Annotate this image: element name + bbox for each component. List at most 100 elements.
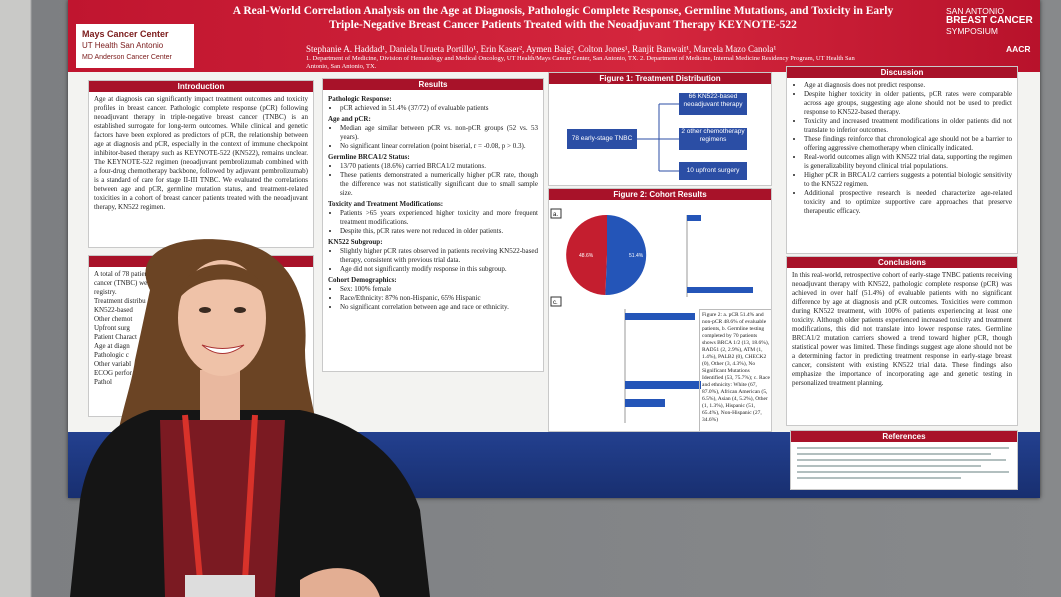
bullet-list: Slightly higher pCR rates observed in pa… — [328, 247, 538, 274]
text-line: Age at diagn — [94, 342, 130, 350]
reference-lines — [797, 447, 1009, 479]
logo-text: BREAST CANCER — [946, 15, 1033, 26]
diagram-node: 10 upfront surgery — [679, 162, 747, 180]
section-text: Age at diagnosis can significantly impac… — [94, 95, 308, 211]
logo-text: UT Health San Antonio — [82, 41, 164, 50]
panel-label: c. — [553, 300, 558, 306]
hair-fringe — [178, 264, 268, 300]
bullet-item: Age at diagnosis does not predict respon… — [804, 81, 1012, 90]
section-heading: Figure 2: Cohort Results — [549, 189, 771, 200]
bullet-item: Slightly higher pCR rates observed in pa… — [340, 247, 538, 265]
bar — [687, 215, 701, 221]
bullet-list: Sex: 100% femaleRace/Ethnicity: 87% non-… — [328, 285, 538, 312]
result-heading: Toxicity and Treatment Modifications: — [328, 200, 444, 208]
logo-text: SYMPOSIUM — [946, 26, 998, 36]
figure-graphics: a. 48.6% 51.4% c. — [550, 208, 753, 423]
authors: Stephanie A. Haddad¹, Daniela Urueta Por… — [306, 44, 777, 54]
text-line: KN522-based — [94, 306, 133, 314]
bullet-item: Additional prospective research is neede… — [804, 189, 1012, 216]
bullet-item: These findings reinforce that chronologi… — [804, 135, 1012, 153]
bullet-item: Real-world outcomes align with KN522 tri… — [804, 153, 1012, 171]
badge — [185, 575, 255, 597]
panel-box — [550, 208, 562, 219]
diagram-connectors — [637, 103, 679, 172]
bullet-item: Race/Ethnicity: 87% non-Hispanic, 65% Hi… — [340, 294, 538, 303]
figure-caption: Figure 2: a. pCR 51.4% and non-pCR 48.6%… — [699, 309, 771, 431]
result-heading: Age and pCR: — [328, 115, 371, 123]
eye — [234, 307, 246, 313]
bullet-item: Age did not significantly modify respons… — [340, 265, 538, 274]
text-line: Pathol — [94, 378, 112, 386]
discussion: Discussion Age at diagnosis does not pre… — [786, 66, 1018, 254]
text-line: Pathologic c — [94, 351, 129, 359]
bullet-item: No significant linear correlation (point… — [340, 142, 538, 151]
text-line: Patient Charact — [94, 333, 137, 341]
pie-label: 48.6% — [579, 253, 594, 259]
text-line: Upfront surg — [94, 324, 130, 332]
introduction: Introduction Age at diagnosis can signif… — [88, 80, 314, 248]
bullet-list: Patients >65 years experienced higher to… — [328, 209, 538, 236]
bar — [625, 399, 665, 407]
logo-text: SAN ANTONIO — [946, 6, 1004, 16]
affiliations: 1. Department of Medicine, Division of H… — [306, 55, 855, 70]
bullet-list: 13/70 patients (18.6%) carried BRCA1/2 m… — [328, 162, 538, 198]
diagram-node: 66 KN522-based neoadjuvant therapy — [679, 93, 747, 115]
results: Results Pathologic Response:pCR achieved… — [322, 78, 544, 372]
bullet-item: Median age similar between pCR vs. non-p… — [340, 124, 538, 142]
section-text: Pathologic Response:pCR achieved in 51.4… — [323, 90, 543, 315]
bullet-item: Despite this, pCR rates were not reduced… — [340, 227, 538, 236]
diagram-node: 78 early-stage TNBC — [567, 129, 637, 149]
neck — [200, 370, 240, 420]
bar — [625, 381, 701, 389]
figure-2: Figure 2: Cohort Results a. 48.6% 51.4% … — [548, 188, 772, 432]
smile — [201, 344, 245, 354]
bullet-list: pCR achieved in 51.4% (37/72) of evaluab… — [328, 104, 538, 113]
bullet-item: Despite higher toxicity in older patient… — [804, 90, 1012, 117]
panel-label: a. — [553, 212, 558, 218]
logo-left: Mays Cancer Center UT Health San Antonio… — [76, 24, 194, 68]
logo-text: Mays Cancer Center — [82, 29, 169, 39]
bullet-list: Median age similar between pCR vs. non-p… — [328, 124, 538, 151]
hand — [300, 568, 380, 597]
pie-slice — [566, 214, 607, 295]
pie-slice — [605, 215, 647, 296]
text-line: Other variabl — [94, 360, 132, 368]
poster: Mays Cancer Center UT Health San Antonio… — [68, 0, 1040, 498]
eye — [199, 307, 211, 313]
face — [178, 260, 266, 376]
result-heading: KN522 Subgroup: — [328, 238, 383, 246]
text-line: registry. — [94, 288, 117, 296]
section-heading: Conclusions — [787, 257, 1017, 268]
bullet-item: Higher pCR in BRCA1/2 carriers suggests … — [804, 171, 1012, 189]
text-line: cancer (TNBC) were — [94, 279, 153, 287]
result-heading: Germline BRCA1/2 Status: — [328, 153, 410, 161]
bullet-item: pCR achieved in 51.4% (37/72) of evaluab… — [340, 104, 538, 113]
section-heading: Introduction — [89, 81, 313, 92]
poster-header — [68, 0, 1040, 72]
bullet-list: Age at diagnosis does not predict respon… — [792, 81, 1012, 216]
logo-text: MD Anderson Cancer Center — [82, 54, 172, 61]
result-heading: Pathologic Response: — [328, 95, 392, 103]
section-heading: Results — [323, 79, 543, 90]
poster-title: A Real-World Correlation Analysis on the… — [232, 5, 894, 31]
conclusions: Conclusions In this real-world, retrospe… — [786, 256, 1018, 426]
shirt — [160, 420, 285, 597]
figure-1: Figure 1: Treatment Distribution 78 earl… — [548, 72, 772, 186]
bullet-item: Sex: 100% female — [340, 285, 538, 294]
bullet-item: Patients >65 years experienced higher to… — [340, 209, 538, 227]
bar — [625, 313, 695, 320]
bullet-item: These patients demonstrated a numericall… — [340, 171, 538, 198]
bullet-item: No significant correlation between age a… — [340, 303, 538, 312]
section-heading: Figure 1: Treatment Distribution — [549, 73, 771, 84]
pie-label: 51.4% — [629, 253, 644, 259]
logo-right: SAN ANTONIO BREAST CANCER SYMPOSIUM AACR — [906, 6, 1036, 66]
bar — [687, 287, 753, 293]
text-line: A total of 78 patients w — [94, 270, 160, 278]
logo-text: AACR — [1006, 44, 1031, 54]
section-heading: References — [791, 431, 1017, 442]
references: References — [790, 430, 1018, 490]
lanyard — [182, 414, 258, 581]
section-heading: Discussion — [787, 67, 1017, 78]
section-text: In this real-world, retrospective cohort… — [792, 271, 1012, 387]
